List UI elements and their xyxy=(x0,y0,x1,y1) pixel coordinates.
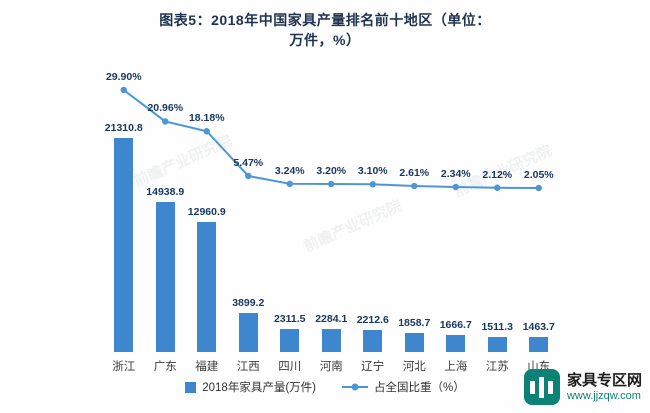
bar-value-label: 14938.9 xyxy=(146,185,185,198)
line-point xyxy=(494,184,501,191)
bar xyxy=(280,328,300,352)
bar-value-label: 1511.3 xyxy=(481,320,514,333)
x-axis-label: 福建 xyxy=(195,361,219,373)
bar xyxy=(446,335,466,352)
percent-label: 5.47% xyxy=(233,156,264,169)
line-point xyxy=(245,172,252,180)
line-point xyxy=(369,181,376,188)
x-axis-label: 浙江 xyxy=(112,361,136,373)
x-axis-label: 河南 xyxy=(319,361,343,373)
line-series-swatch xyxy=(342,383,368,391)
bar-value-label: 2311.5 xyxy=(273,312,306,325)
bar-value-label: 3899.2 xyxy=(232,296,265,309)
line-point xyxy=(203,128,210,135)
percent-label: 2.34% xyxy=(440,167,471,180)
line-point xyxy=(328,180,335,188)
line-point xyxy=(411,182,418,190)
bar xyxy=(404,333,424,352)
x-axis-label: 江苏 xyxy=(485,361,509,373)
percent-label: 29.90% xyxy=(105,71,142,83)
legend-label-share: 占全国比重（%） xyxy=(374,382,465,394)
bar xyxy=(114,138,134,352)
bar xyxy=(529,337,549,352)
bar xyxy=(238,312,258,352)
site-brand: 家具专区网 www.jjzqw.com xyxy=(523,369,642,405)
bar xyxy=(487,336,507,352)
bar-series-swatch xyxy=(185,381,197,393)
brand-logo-icon xyxy=(523,369,560,405)
x-axis-label: 河北 xyxy=(402,361,426,373)
line-point xyxy=(162,118,169,125)
bar-value-label: 1666.7 xyxy=(439,319,472,332)
bar-value-label: 21310.8 xyxy=(104,122,143,134)
percent-label: 3.20% xyxy=(316,164,347,177)
legend-item-share: 占全国比重（%） xyxy=(342,379,465,395)
x-axis-label: 四川 xyxy=(278,361,302,373)
percent-label: 2.61% xyxy=(399,167,430,180)
legend-label-production: 2018年家具产量(万件) xyxy=(202,382,316,394)
bar xyxy=(363,329,383,352)
bar-value-label: 1463.7 xyxy=(522,321,555,334)
bar-value-label: 2212.6 xyxy=(356,313,389,326)
bar xyxy=(321,329,341,352)
line-marker-icon xyxy=(351,383,359,391)
brand-site-url: www.jjzqw.com xyxy=(566,390,641,402)
bar-value-label: 1858.7 xyxy=(398,317,431,330)
percent-label: 20.96% xyxy=(147,102,184,115)
percent-label: 3.24% xyxy=(274,164,305,177)
line-point xyxy=(120,86,127,94)
chart-title: 图表5：2018年中国家具产量排名前十地区（单位：万件，%） xyxy=(159,12,491,49)
percent-label: 2.05% xyxy=(523,169,554,181)
bar xyxy=(155,201,175,352)
x-axis-label: 上海 xyxy=(444,361,468,373)
legend: 2018年家具产量(万件) 占全国比重（%） xyxy=(0,379,650,395)
bar-value-label: 12960.9 xyxy=(187,205,226,218)
x-axis-label: 辽宁 xyxy=(361,361,385,373)
watermark-text: 前瞻产业研究院 xyxy=(301,197,405,256)
bar xyxy=(197,221,217,352)
legend-item-production: 2018年家具产量(万件) xyxy=(185,379,316,395)
brand-site-name: 家具专区网 xyxy=(566,372,642,389)
x-axis-label: 广东 xyxy=(153,361,177,373)
percent-label: 3.10% xyxy=(357,165,388,178)
percent-label: 2.12% xyxy=(482,168,513,181)
brand-text: 家具专区网 www.jjzqw.com xyxy=(567,372,642,402)
line-point xyxy=(452,183,459,191)
bar-value-label: 2284.1 xyxy=(315,313,348,326)
line-point xyxy=(535,184,542,192)
x-axis-label: 江西 xyxy=(236,361,260,373)
line-point xyxy=(286,180,293,188)
percent-label: 18.18% xyxy=(188,112,225,125)
